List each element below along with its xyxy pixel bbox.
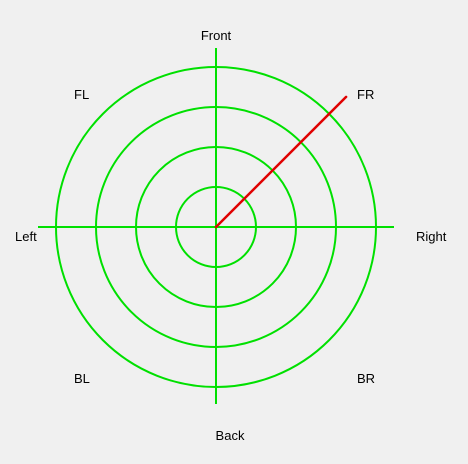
- label-fr: FR: [357, 87, 375, 102]
- label-left: Left: [15, 229, 37, 244]
- label-back: Back: [215, 428, 245, 443]
- label-bl: BL: [74, 371, 90, 386]
- direction-indicator-line: [214, 95, 348, 229]
- label-front: Front: [200, 28, 232, 43]
- label-right: Right: [416, 229, 447, 244]
- label-fl: FL: [74, 87, 90, 102]
- label-br: BR: [357, 371, 376, 386]
